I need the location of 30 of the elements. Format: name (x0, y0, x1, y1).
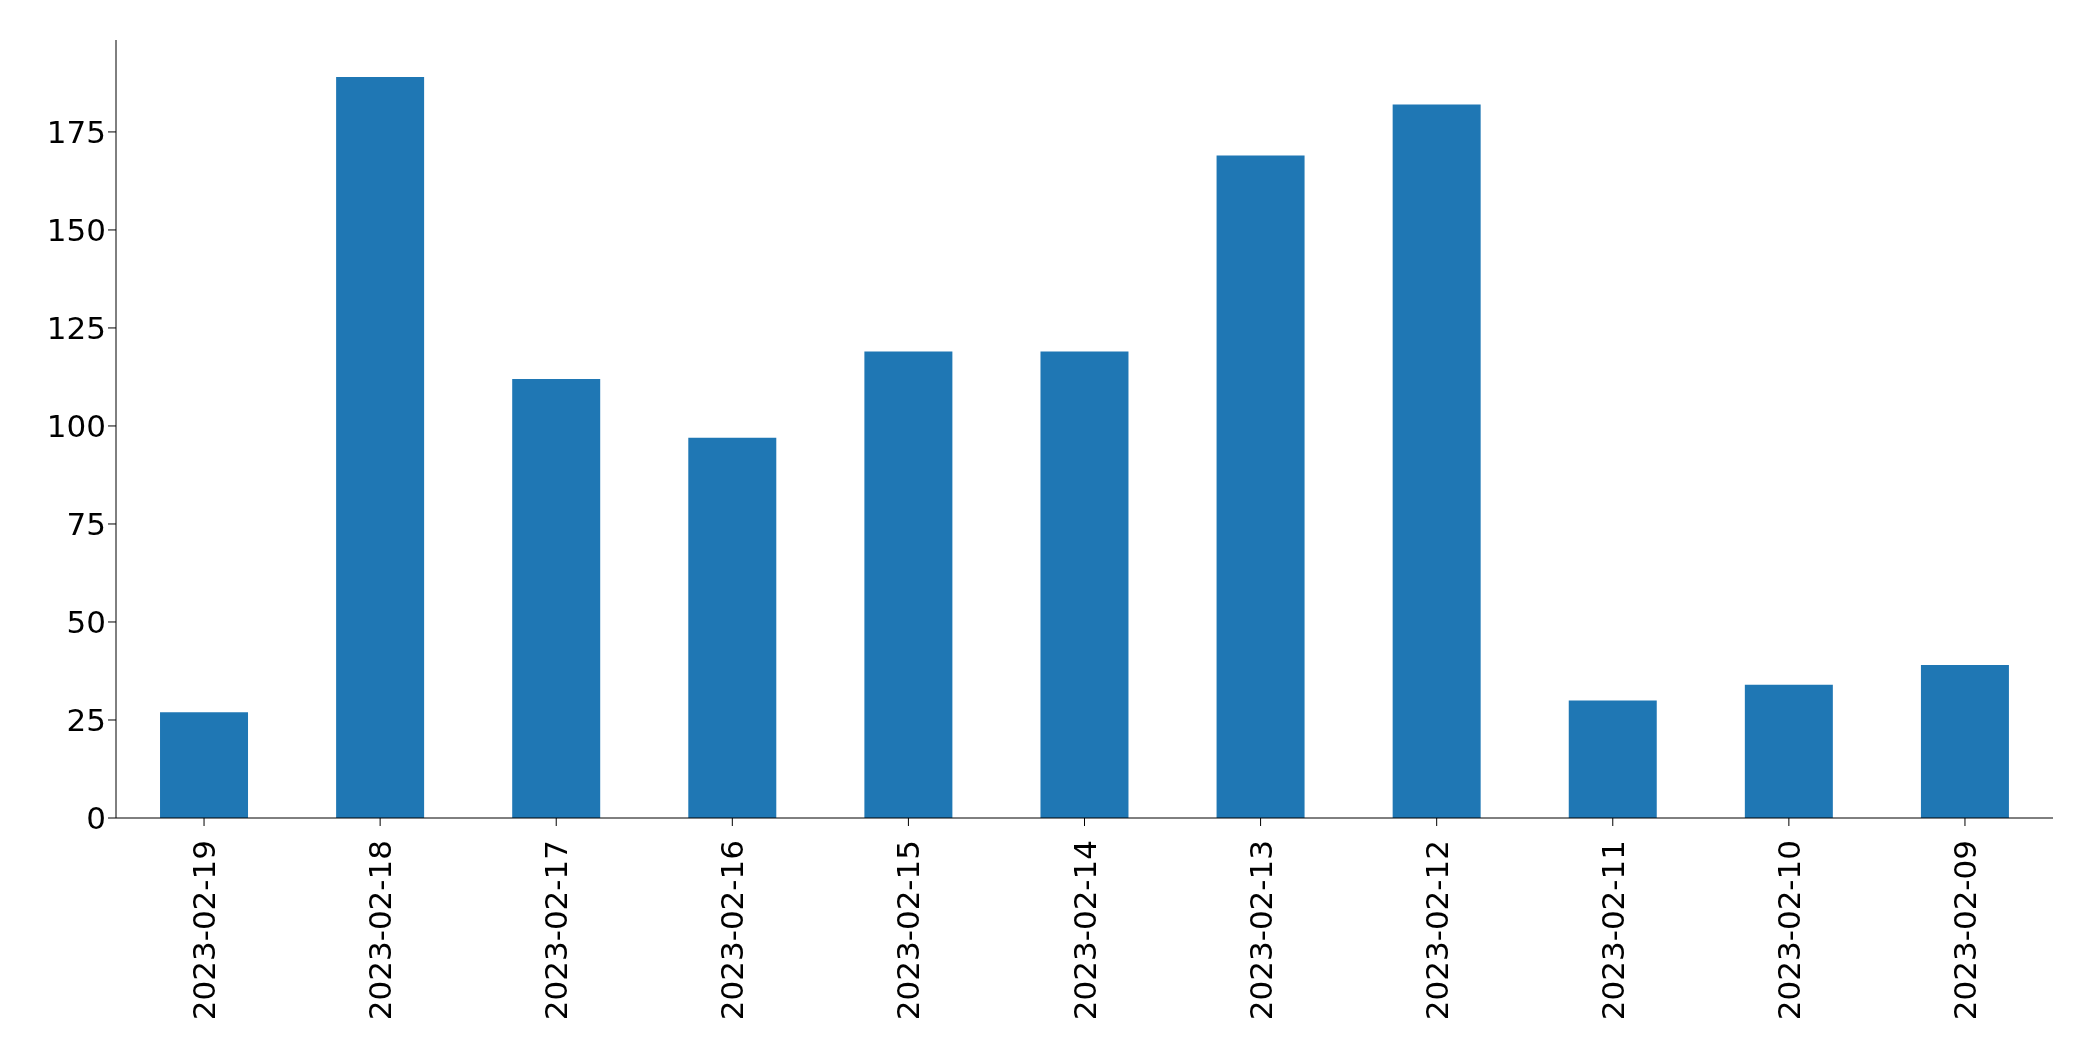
bar (1920, 665, 2009, 818)
y-tick-label: 75 (66, 505, 106, 542)
x-tick-label: 2023-02-14 (1066, 840, 1103, 1021)
bar (1568, 700, 1657, 818)
bar (1040, 351, 1129, 818)
bar (336, 77, 425, 818)
x-tick-label: 2023-02-17 (538, 840, 575, 1021)
y-tick-label: 150 (46, 211, 106, 248)
bar (688, 437, 777, 818)
bar (1392, 104, 1481, 818)
y-tick-label: 175 (46, 113, 106, 150)
x-tick-label: 2023-02-09 (1946, 840, 1983, 1021)
bar (512, 378, 601, 818)
x-tick-label: 2023-02-15 (890, 840, 927, 1021)
bar (1744, 684, 1833, 818)
bar (1216, 155, 1305, 818)
x-tick-label: 2023-02-18 (362, 840, 399, 1021)
x-tick-label: 2023-02-10 (1770, 840, 1807, 1021)
y-tick-label: 50 (66, 603, 106, 640)
y-tick-label: 25 (66, 702, 106, 738)
x-tick-label: 2023-02-12 (1418, 840, 1455, 1021)
x-tick-label: 2023-02-16 (714, 840, 751, 1021)
x-tick-label: 2023-02-13 (1242, 840, 1279, 1021)
x-tick-label: 2023-02-11 (1594, 840, 1631, 1021)
y-tick-label: 100 (46, 407, 106, 444)
x-tick-label: 2023-02-19 (186, 840, 223, 1021)
bar (864, 351, 953, 818)
y-tick-label: 0 (86, 800, 106, 837)
y-tick-label: 125 (46, 309, 106, 346)
bar (160, 712, 249, 818)
